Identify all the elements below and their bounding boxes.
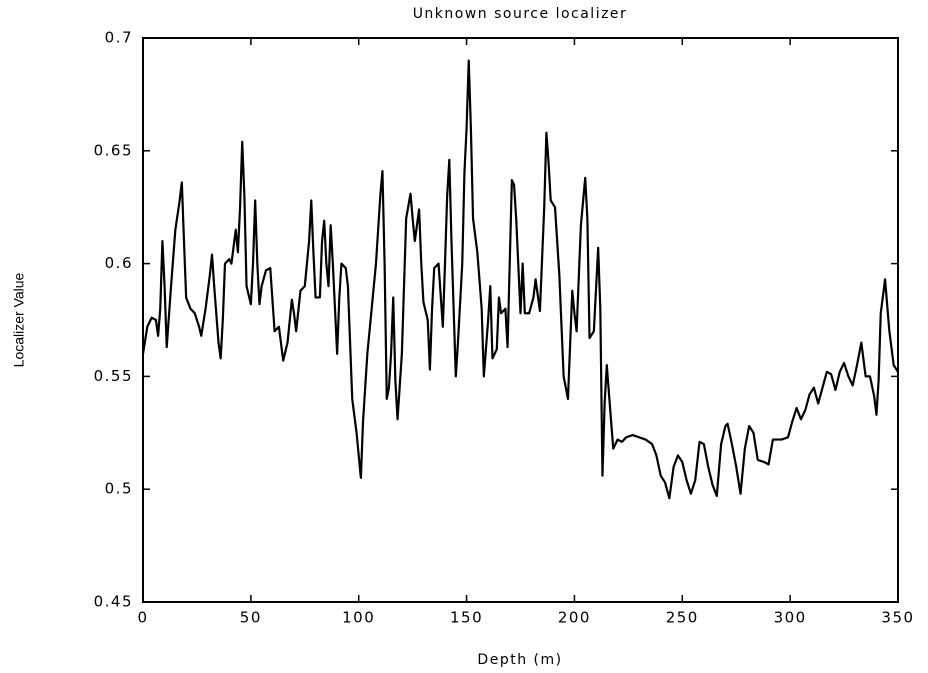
x-axis-label: Depth (m) <box>477 652 562 668</box>
y-tick-label: 0.5 <box>105 480 133 498</box>
x-tick-label: 50 <box>240 609 262 627</box>
plot-frame <box>142 37 899 603</box>
y-tick-label: 0.45 <box>94 593 133 611</box>
x-tick-label: 0 <box>137 609 148 627</box>
x-tick-label: 200 <box>558 609 591 627</box>
data-line <box>141 59 899 500</box>
x-tick-label: 300 <box>774 609 807 627</box>
y-tick-label: 0.7 <box>105 29 133 47</box>
x-tick-label: 350 <box>881 609 914 627</box>
y-tick-label: 0.65 <box>94 141 133 159</box>
chart-title: Unknown source localizer <box>413 6 628 22</box>
x-tick-label: 150 <box>450 609 483 627</box>
y-axis-label: Localizer Value <box>11 272 27 367</box>
y-tick-label: 0.6 <box>105 254 133 272</box>
x-tick-label: 250 <box>666 609 699 627</box>
y-tick-label: 0.55 <box>94 367 133 385</box>
x-tick-label: 100 <box>342 609 375 627</box>
